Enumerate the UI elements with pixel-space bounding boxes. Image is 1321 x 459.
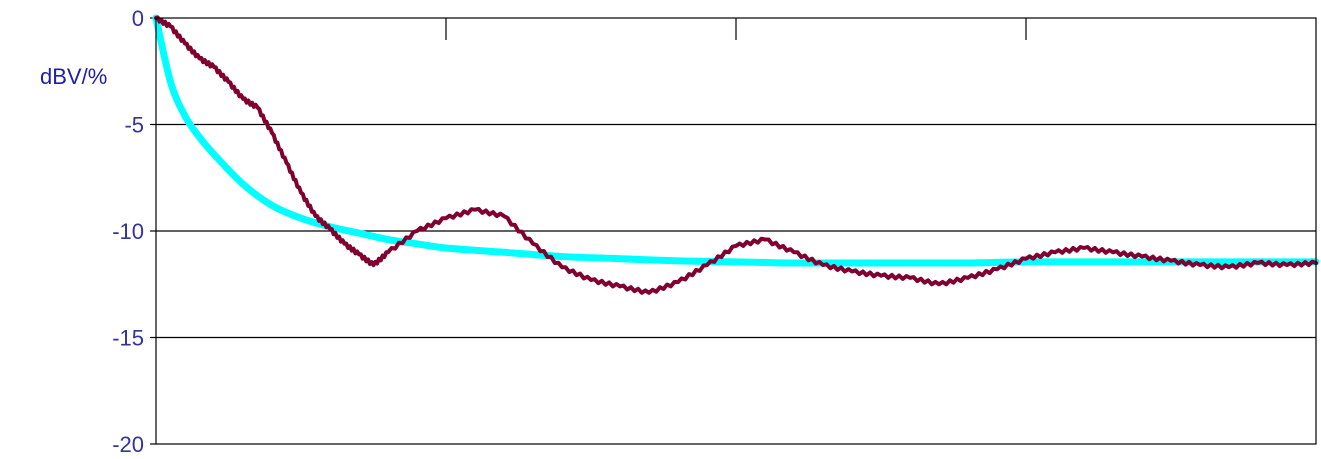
y-tick-label: 0 bbox=[132, 6, 144, 31]
y-tick-label: -5 bbox=[124, 113, 144, 138]
x-axis-ticks bbox=[446, 18, 1026, 40]
series-line-2 bbox=[156, 18, 1316, 293]
chart-grid bbox=[156, 125, 1316, 338]
series-group bbox=[156, 18, 1316, 293]
y-tick-label: -20 bbox=[112, 432, 144, 457]
y-tick-label: -10 bbox=[112, 219, 144, 244]
y-tick-label: -15 bbox=[112, 326, 144, 351]
y-axis-ticks: 0 -5 -10 -15 -20 bbox=[112, 6, 156, 457]
y-axis-label: dBV/% bbox=[40, 64, 107, 89]
